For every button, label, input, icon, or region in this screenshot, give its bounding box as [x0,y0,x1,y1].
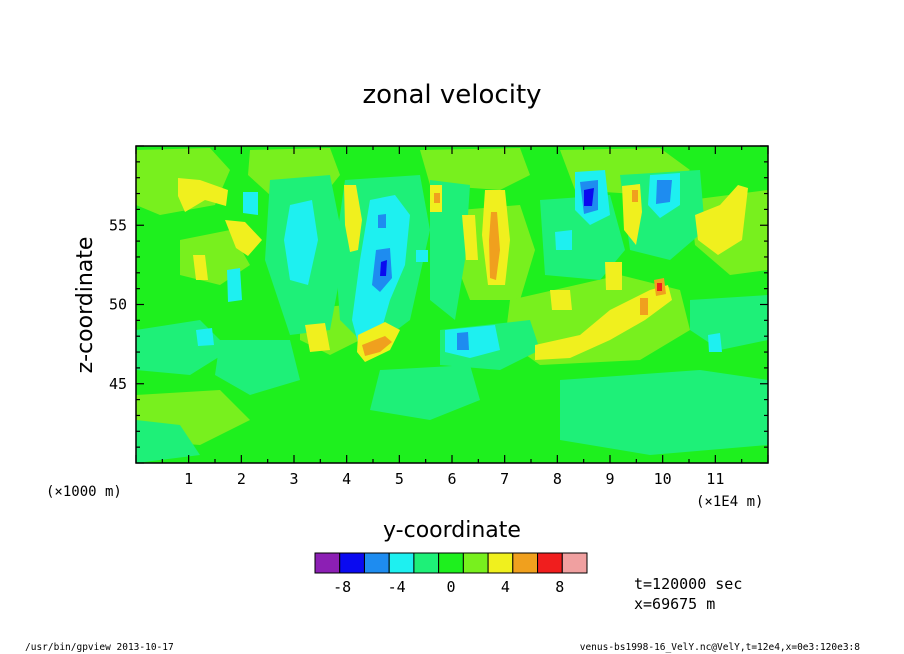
contour-patch [225,220,262,256]
y-tick-label: 45 [109,375,127,393]
contour-patch [243,192,258,215]
x-axis-label: y-coordinate [383,518,521,543]
colorbar-tick-label: -8 [333,578,351,596]
x-tick-label: 6 [447,470,456,488]
y-axis: 45 50 55 [109,145,768,464]
contour-patch [555,230,572,250]
x-tick-label: 11 [706,470,724,488]
colorbar-bin [438,552,464,574]
contour-patch [640,298,648,315]
contour-patch [656,180,672,204]
colorbar-tick-label: -4 [388,578,406,596]
contour-patch [227,268,242,302]
contour-patch [215,340,300,395]
contour-patch [489,212,500,280]
contour-patch [344,185,362,252]
contour-patch [462,215,478,260]
colorbar: -8 -4 0 4 8 [314,552,588,596]
colorbar-bin [512,552,539,574]
x-tick-label: 10 [654,470,672,488]
contour-patch [457,332,469,350]
contour-patch [196,328,214,346]
colorbar-bin [487,552,514,574]
contour-patch [178,178,228,212]
colorbar-bin [561,552,588,574]
colorbar-tick-label: 8 [555,578,564,596]
y-tick-label: 55 [109,216,127,234]
y-scale-note: (×1000 m) [46,484,122,500]
contour-patch [560,370,768,455]
plot-area [136,146,768,463]
contour-patch [708,333,722,352]
x-scale-note: (×1E4 m) [696,494,763,510]
contour-patch [420,148,530,190]
x-tick-label: 4 [342,470,351,488]
time-annotation: t=120000 sec [634,575,742,593]
contour-patch [136,420,200,463]
colorbar-bin [339,552,365,574]
colorbar-bin [314,552,341,574]
contour-patch [378,214,386,228]
contour-patch [434,193,440,203]
contour-patch [284,200,318,285]
colorbar-tick-label: 4 [501,578,510,596]
contour-patch [416,250,428,262]
x-tick-label: 7 [500,470,509,488]
x-tick-label: 9 [605,470,614,488]
chart-title: zonal velocity [362,80,541,110]
x-tick-label: 2 [237,470,246,488]
position-annotation: x=69675 m [634,595,715,613]
contour-patch [605,262,622,290]
contour-patch [305,323,330,352]
x-tick-label: 3 [289,470,298,488]
x-tick-label: 5 [395,470,404,488]
y-axis-label: z-coordinate [73,237,98,374]
contour-patch [632,190,638,202]
x-tick-label: 1 [184,470,193,488]
contour-patch [550,290,572,310]
contour-patch [193,255,208,280]
colorbar-bin [388,552,415,574]
x-axis: 1 2 3 4 5 6 7 8 9 10 11 [135,146,769,488]
contour-patch [584,188,594,206]
contour-patch [657,283,662,291]
contour-patch [695,185,748,255]
contour-patch [430,180,470,320]
contour-patch [370,365,480,420]
footer-left: /usr/bin/gpview 2013-10-17 [25,642,174,653]
contour-patch [362,336,392,356]
x-tick-label: 8 [553,470,562,488]
colorbar-bin [413,552,440,574]
colorbar-bin [462,552,489,574]
colorbar-bin [537,552,563,574]
contour-patch [535,285,672,360]
colorbar-tick-label: 0 [446,578,455,596]
y-tick-label: 50 [109,296,127,314]
footer-right: venus-bs1998-16_VelY.nc@VelY,t=12e4,x=0e… [580,642,861,653]
colorbar-bin [363,552,390,574]
contour-patch [380,260,387,276]
